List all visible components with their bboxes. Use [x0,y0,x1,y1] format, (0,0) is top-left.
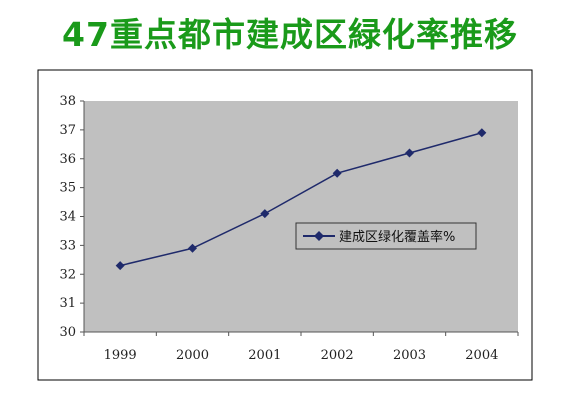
x-ticks-group: 1999 2000 2001 2002 2003 2004 [83,332,519,363]
data-point-marker [188,243,197,253]
y-tick-label: 35 [59,181,76,196]
legend-marker [314,231,324,241]
y-tick-label: 37 [59,123,76,138]
x-tick-label: 2001 [248,348,281,363]
data-point-marker [260,209,270,219]
y-tick-label: 36 [59,152,76,167]
x-tick-label: 2002 [321,348,354,363]
legend-label: 建成区绿化覆盖率% [339,229,455,245]
series-line [119,132,483,267]
data-point-marker [477,128,487,138]
y-tick-label: 32 [59,267,76,282]
x-tick-label: 1999 [104,348,137,363]
page-title: 47重点都市建成区緑化率推移 [62,15,518,54]
x-tick-label: 2004 [465,348,498,363]
series-group [115,128,487,271]
data-point-marker [115,261,125,271]
y-tick-label: 30 [59,325,76,340]
y-ticks-group: 30 31 32 33 34 35 36 37 38 [59,94,84,340]
plot-area [84,101,518,332]
y-tick-label: 33 [59,238,76,253]
y-tick-label: 31 [59,296,76,311]
x-tick-label: 2000 [176,348,209,363]
x-tick-label: 2003 [393,348,426,363]
y-tick-label: 34 [59,210,76,225]
data-point-marker [332,168,342,178]
y-tick-label: 38 [59,94,76,109]
data-point-marker [405,148,414,158]
